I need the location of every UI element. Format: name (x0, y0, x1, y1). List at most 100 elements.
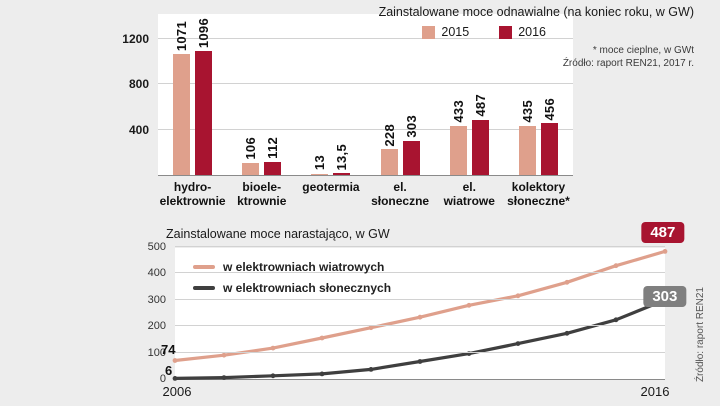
top-chart-legend: 2015 2016 (379, 25, 546, 39)
bar (471, 119, 489, 175)
bar-group: 433 487 (435, 14, 504, 175)
bar-gridline (158, 38, 573, 39)
x-label-2016: 2016 (640, 384, 670, 399)
line-y-tick-label: 500 (147, 241, 166, 253)
bar-column: 13,5 (333, 14, 351, 175)
wind-line-swatch (193, 265, 215, 269)
bar-value-label: 433 (450, 100, 466, 123)
category-label: bioele-ktrownie (227, 180, 296, 208)
top-chart-header: Zainstalowane moce odnawialne (na koniec… (379, 5, 694, 70)
legend-swatch-2015 (422, 25, 436, 39)
bar-group: 13 13,5 (296, 14, 365, 175)
data-point (515, 341, 521, 346)
bar-column: 487 (471, 14, 489, 175)
data-point (319, 335, 325, 341)
top-chart-title: Zainstalowane moce odnawialne (na koniec… (378, 5, 694, 19)
bar-value-label: 13,5 (334, 143, 350, 171)
line-gridline (175, 272, 665, 274)
solar-start-label: 6 (165, 363, 173, 378)
legend-row-wind: w elektrowniach wiatrowych (193, 260, 391, 274)
data-point (270, 345, 276, 351)
bar (242, 163, 260, 175)
category-label: kolektory słoneczne* (504, 180, 573, 208)
top-chart-source: Źródło: raport REN21, 2017 r. (562, 58, 694, 69)
solar-line-swatch (193, 286, 215, 290)
data-point (564, 330, 570, 336)
bar-category-labels: hydro-elektrownie bioele-ktrownie geotermi… (158, 180, 573, 208)
line-gridline (175, 351, 665, 353)
bar-y-tick-label: 1200 (122, 32, 149, 46)
data-point (417, 314, 423, 320)
line-svg (172, 249, 668, 381)
legend-label-2016: 2016 (518, 25, 546, 39)
bar-column: 303 (402, 14, 420, 175)
line-y-tick-label: 100 (147, 346, 166, 359)
bar-column: 456 (540, 14, 558, 175)
bar (333, 173, 351, 175)
data-point (368, 325, 374, 331)
top-chart-note: * moce cieplne, w GWt (592, 45, 694, 56)
bar-group: 228 303 (366, 14, 435, 175)
bar (380, 149, 398, 175)
bar-y-tick-label: 800 (128, 77, 149, 92)
category-label-line: wiatrowe (443, 193, 495, 208)
bar-value-label: 435 (519, 100, 535, 123)
bar-value-label: 112 (265, 137, 281, 160)
bar (264, 162, 282, 175)
solar-legend-label: w elektrowniach słonecznych (223, 281, 392, 295)
category-label: hydro-elektrownie (158, 180, 227, 208)
x-label-2006: 2006 (162, 384, 192, 399)
legend-item-2016: 2016 (499, 25, 546, 39)
bar-column: 433 (449, 14, 467, 175)
category-label-line: geotermia (302, 180, 360, 194)
line-gridline (175, 298, 665, 300)
data-point (466, 302, 472, 308)
bar-column: 13 (311, 14, 329, 175)
legend-row-solar: w elektrowniach słonecznych (193, 281, 391, 295)
bar-value-label: 13 (312, 155, 328, 171)
category-label-line: hydro- (173, 180, 212, 194)
line-y-tick-label: 0 (159, 373, 166, 385)
data-point (613, 317, 619, 323)
line-y-tick-label: 300 (147, 293, 166, 306)
line-gridline (175, 246, 665, 247)
category-label-line: kolektory (511, 180, 566, 194)
bar-value-label: 1071 (174, 20, 190, 51)
data-point (662, 249, 668, 254)
bar-column: 112 (264, 14, 282, 175)
bar-group: 435 456 (504, 14, 573, 175)
category-label-line: słoneczne (371, 193, 430, 208)
legend-swatch-2016 (499, 25, 513, 39)
solar-end-badge: 303 (643, 286, 687, 307)
data-point (417, 359, 423, 364)
bar-column: 1071 (173, 14, 191, 175)
line-legend: w elektrowniach wiatrowych w elektrownia… (193, 260, 391, 295)
bar (402, 140, 420, 175)
bar-value-label: 228 (381, 123, 397, 147)
bar-value-label: 106 (243, 137, 259, 160)
category-label-line: słoneczne* (507, 193, 570, 208)
data-point (270, 373, 276, 379)
bar-gridline (158, 128, 573, 130)
bar-value-label: 303 (403, 115, 419, 138)
data-point (564, 279, 570, 285)
bar-column: 228 (380, 14, 398, 175)
data-point (172, 376, 178, 381)
bar-y-tick-label: 400 (128, 122, 149, 137)
wind-legend-label: w elektrowniach wiatrowych (223, 260, 385, 274)
category-label-line: el. (462, 180, 476, 194)
bar-column: 1096 (195, 14, 213, 175)
legend-item-2015: 2015 (422, 25, 469, 39)
bar (540, 123, 558, 175)
bottom-chart-source: Źródło: raport REN21 (695, 286, 706, 382)
data-point (221, 375, 227, 380)
bar (518, 125, 536, 175)
data-point (221, 352, 227, 358)
bar (449, 125, 467, 175)
bar-column: 435 (518, 14, 536, 175)
bar-value-label: 487 (472, 94, 488, 117)
category-label: el. wiatrowe (435, 180, 504, 208)
line-y-tick-label: 200 (147, 320, 166, 333)
bottom-chart-title: Zainstalowane moce narastająco, w GW (166, 227, 390, 241)
line-plot: w elektrowniach wiatrowych w elektrownia… (148, 222, 687, 399)
